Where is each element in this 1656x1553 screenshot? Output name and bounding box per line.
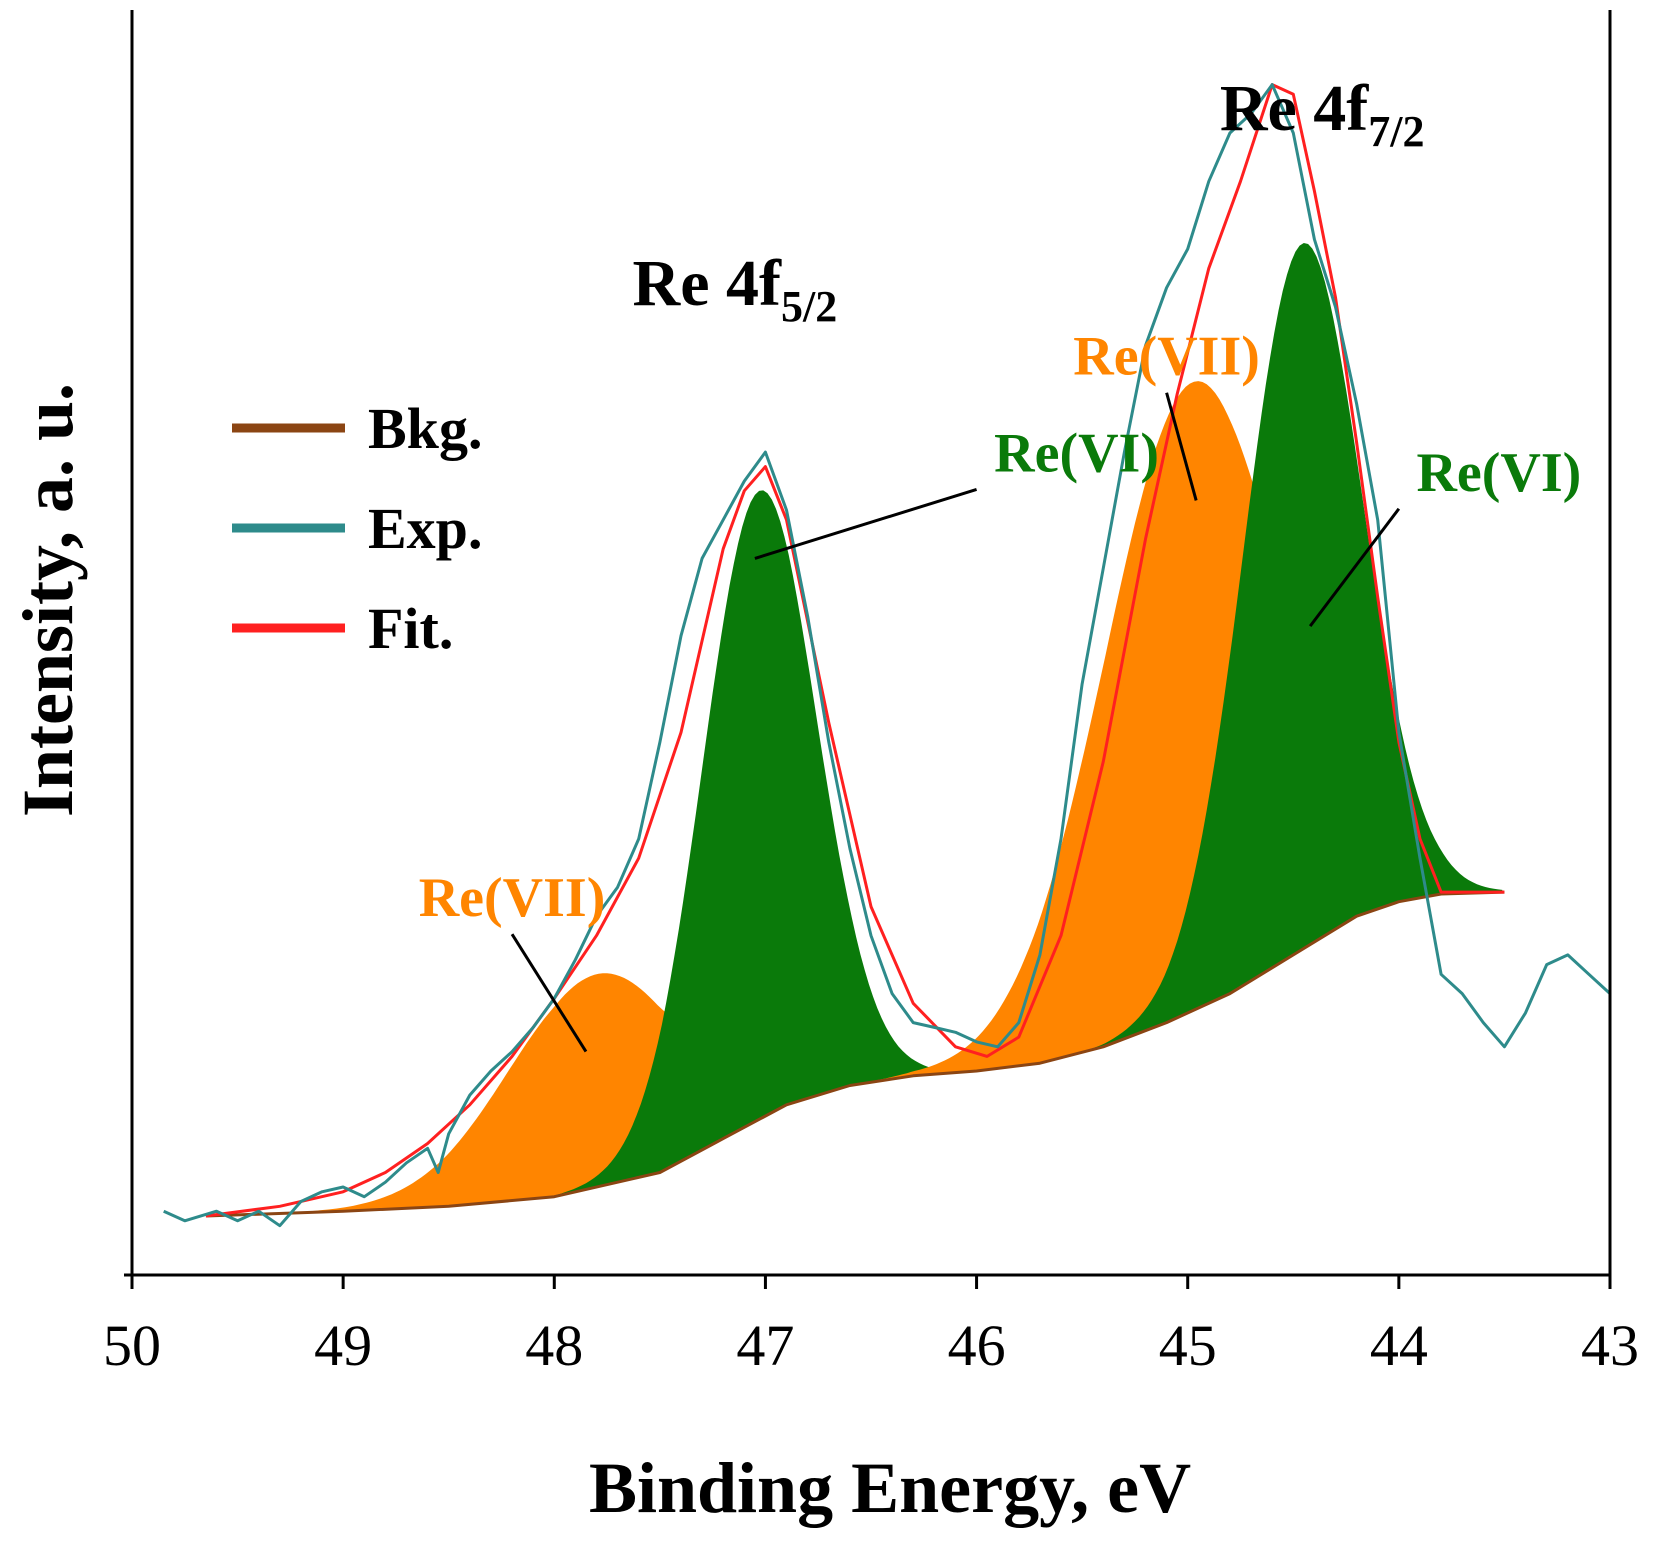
x-tick-label: 45 [1159,1313,1217,1378]
pointer-line [1308,507,1401,628]
component-fill-4 [205,243,1503,1216]
component-fill-2 [205,490,1503,1216]
component-label: Re(VI) [994,422,1159,484]
peak-title: Re 4f7/2 [1220,72,1425,156]
curve-lines [163,83,1612,1228]
pointer-line [510,933,588,1053]
x-tick-label: 49 [314,1313,372,1378]
pointer-line [1165,392,1198,501]
pointer-line [754,487,978,560]
legend: Bkg. Exp. Fit. [232,396,482,661]
component-label: Re(VII) [419,867,606,929]
component-fills [205,243,1503,1217]
legend-label: Exp. [368,496,482,561]
x-tick-label: 50 [103,1313,161,1378]
background-line [205,890,1505,1218]
fit-line [205,83,1505,1218]
x-tick-label: 44 [1370,1313,1428,1378]
legend-label: Fit. [368,596,453,661]
x-axis-title: Binding Energy, eV [589,1448,1191,1528]
component-label: Re(VI) [1416,442,1581,504]
component-label: Re(VII) [1073,326,1260,388]
axes: 50 49 48 47 46 45 44 43 [103,10,1639,1378]
x-tick-label: 43 [1581,1313,1639,1378]
component-fill-1 [205,892,1503,1216]
experimental-line [163,83,1612,1228]
annotations: Re 4f5/2 Re 4f7/2 Re(VII) Re(VI) Re(VII) Re(V… [419,72,1581,1053]
y-axis-title: Intensity, a. u. [8,383,88,817]
x-tick-label: 46 [948,1313,1006,1378]
x-tick-label: 47 [736,1313,794,1378]
x-tick-label: 48 [525,1313,583,1378]
legend-label: Bkg. [368,396,482,461]
peak-title: Re 4f5/2 [633,247,838,331]
